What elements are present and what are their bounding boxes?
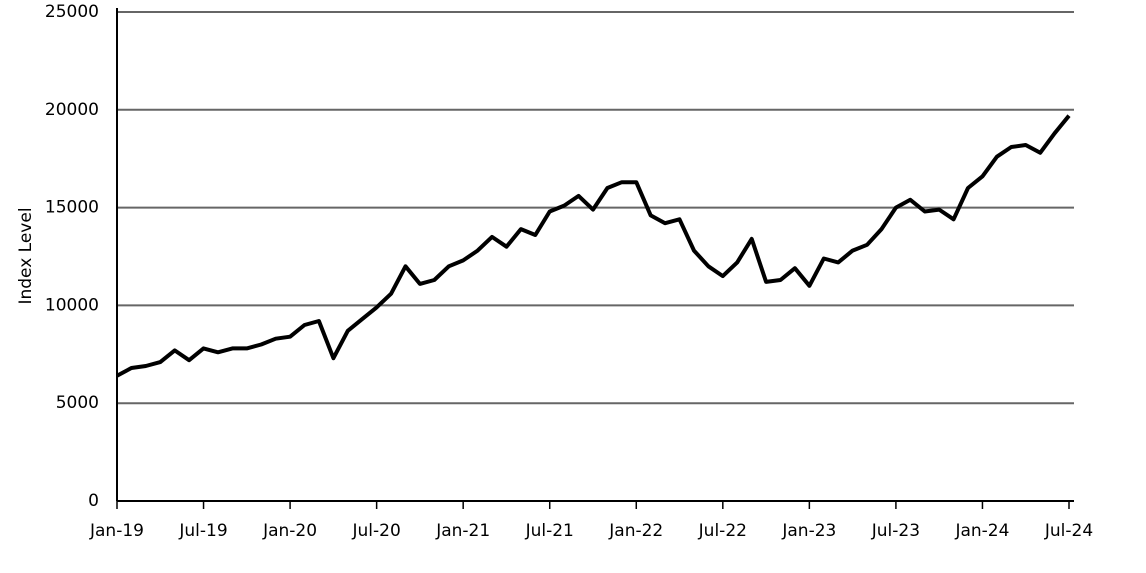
x-tick-label: Jan-22 [608,521,663,541]
x-tick-label: Jul-23 [871,521,920,541]
y-tick-label: 0 [88,491,99,511]
y-tick-label: 25000 [45,2,99,22]
y-tick-label: 15000 [45,198,99,218]
x-tick-label: Jan-20 [262,521,317,541]
x-tick-label: Jul-19 [178,521,227,541]
x-tick-label: Jul-22 [698,521,747,541]
x-tick-label: Jul-21 [525,521,574,541]
y-tick-label: 20000 [45,100,99,120]
x-tick-label: Jan-19 [89,521,144,541]
y-tick-label: 10000 [45,295,99,315]
y-axis-label: Index Level [16,207,36,304]
line [116,114,1071,378]
x-tick-label: Jul-20 [351,521,400,541]
x-tick-label: Jan-21 [435,521,490,541]
x-tick-label: Jan-24 [954,521,1009,541]
x-tick-label: Jul-24 [1044,521,1093,541]
x-tick-label: Jan-23 [781,521,836,541]
y-tick-label: 5000 [56,393,99,413]
